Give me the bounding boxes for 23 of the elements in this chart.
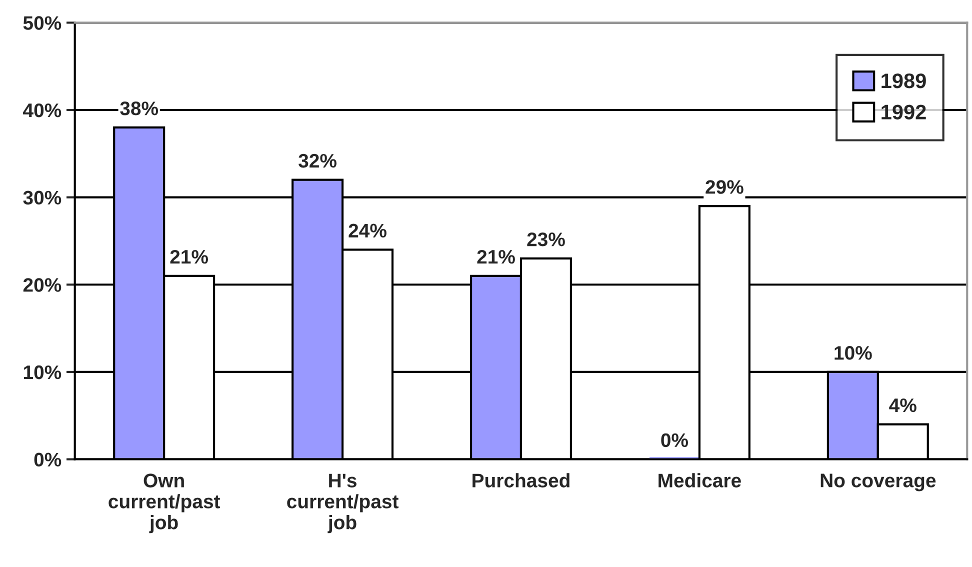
y-tick-label: 20%: [23, 278, 62, 292]
y-tick-label: 30%: [23, 190, 62, 205]
data-label: 38%: [120, 102, 158, 116]
data-label: 23%: [527, 232, 565, 246]
data-label: 24%: [348, 224, 386, 238]
x-tick-label: Own current/past job: [108, 474, 220, 534]
data-label: 21%: [170, 250, 208, 264]
data-label: 21%: [477, 250, 515, 264]
y-tick-label: 50%: [23, 16, 62, 30]
y-tick-label: 0%: [34, 452, 62, 467]
legend-label: 1989: [882, 74, 926, 88]
x-tick-label: H's current/past job: [287, 474, 398, 534]
x-tick-label: No coverage: [820, 474, 936, 492]
data-label: 32%: [298, 154, 336, 168]
data-label: 4%: [889, 398, 916, 412]
y-tick-label: 40%: [23, 103, 62, 118]
legend-label: 1992: [882, 104, 926, 120]
x-tick-label: Purchased: [472, 473, 570, 488]
data-label: 0%: [661, 433, 688, 448]
data-label: 10%: [834, 346, 872, 360]
data-label: 29%: [706, 180, 744, 194]
y-tick-label: 10%: [24, 365, 62, 380]
x-tick-label: Medicare: [658, 473, 741, 488]
